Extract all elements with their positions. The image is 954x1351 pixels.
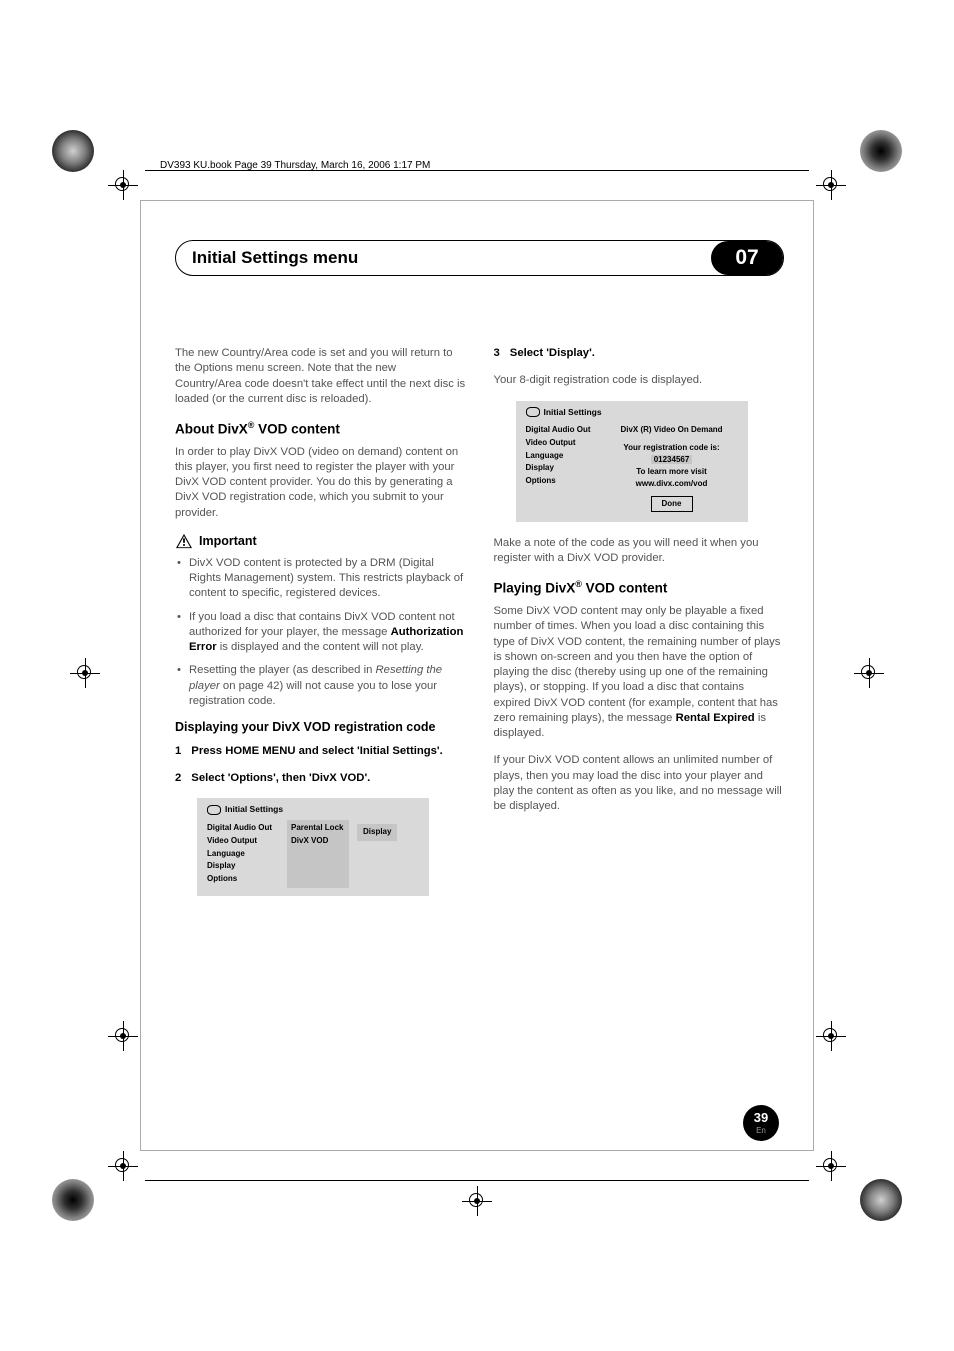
subsection-heading: Displaying your DivX VOD registration co… <box>175 719 466 736</box>
intro-paragraph: The new Country/Area code is set and you… <box>175 346 466 407</box>
screenshot-title: Initial Settings <box>225 804 283 815</box>
print-reg-cross <box>108 1021 138 1051</box>
running-header: DV393 KU.book Page 39 Thursday, March 16… <box>160 160 430 171</box>
menu-item: Display <box>207 860 279 873</box>
registration-code: 01234567 <box>651 455 693 464</box>
list-item: DivX VOD content is protected by a DRM (… <box>175 556 466 602</box>
cloud-icon <box>207 805 221 815</box>
chapter-title: Initial Settings menu <box>176 248 711 268</box>
step-2: 2Select 'Options', then 'DivX VOD'. <box>175 771 466 786</box>
print-reg-cross <box>854 658 884 688</box>
list-item: Resetting the player (as described in Re… <box>175 663 466 709</box>
print-reg-cross <box>462 1186 492 1216</box>
submenu-item: Parental Lock <box>291 822 345 835</box>
done-button: Done <box>651 496 693 512</box>
section-heading-playing-divx: Playing DivX® VOD content <box>494 578 785 598</box>
menu-item: Digital Audio Out <box>207 822 279 835</box>
body-paragraph: If your DivX VOD content allows an unlim… <box>494 753 785 814</box>
chapter-bar: Initial Settings menu 07 <box>175 240 784 276</box>
menu-item: Digital Audio Out <box>526 424 598 437</box>
print-reg-corner <box>860 130 902 172</box>
warning-icon <box>175 533 193 549</box>
ui-screenshot-regcode: Initial Settings Digital Audio Out Video… <box>516 401 748 522</box>
screenshot-line: Your registration code is: 01234567 <box>606 442 738 466</box>
print-footer-rule <box>145 1180 809 1181</box>
menu-item: Video Output <box>526 437 598 450</box>
submenu-item: DivX VOD <box>291 835 345 848</box>
screenshot-line: DivX (R) Video On Demand <box>606 424 738 436</box>
page-language: En <box>756 1126 766 1135</box>
screenshot-line: To learn more visit www.divx.com/vod <box>606 466 738 490</box>
important-label: Important <box>199 533 257 550</box>
important-callout: Important <box>175 533 466 550</box>
print-reg-cross <box>70 658 100 688</box>
print-reg-cross <box>816 170 846 200</box>
chapter-number: 07 <box>711 241 783 275</box>
section-heading-about-divx: About DivX® VOD content <box>175 419 466 439</box>
list-item: If you load a disc that contains DivX VO… <box>175 610 466 656</box>
print-reg-cross <box>816 1151 846 1181</box>
print-reg-cross <box>108 1151 138 1181</box>
step-3: 3Select 'Display'. <box>494 346 785 361</box>
body-paragraph: Make a note of the code as you will need… <box>494 536 785 567</box>
print-reg-cross <box>816 1021 846 1051</box>
body-paragraph: In order to play DivX VOD (video on dema… <box>175 445 466 521</box>
step-1: 1Press HOME MENU and select 'Initial Set… <box>175 744 466 759</box>
print-reg-corner <box>860 1179 902 1221</box>
cloud-icon <box>526 407 540 417</box>
page-number-badge: 39 En <box>743 1105 779 1141</box>
left-column: The new Country/Area code is set and you… <box>175 346 466 910</box>
submenu-value: Display <box>357 824 397 841</box>
print-reg-cross <box>108 170 138 200</box>
menu-item: Language <box>207 848 279 861</box>
bullet-list: DivX VOD content is protected by a DRM (… <box>175 556 466 709</box>
page-number: 39 <box>754 1111 768 1124</box>
body-paragraph: Some DivX VOD content may only be playab… <box>494 604 785 741</box>
right-column: 3Select 'Display'. Your 8-digit registra… <box>494 346 785 910</box>
menu-item: Video Output <box>207 835 279 848</box>
print-reg-corner <box>52 1179 94 1221</box>
screenshot-title: Initial Settings <box>544 407 602 418</box>
print-reg-corner <box>52 130 94 172</box>
body-paragraph: Your 8-digit registration code is displa… <box>494 373 785 388</box>
menu-item: Language <box>526 450 598 463</box>
menu-item: Display <box>526 462 598 475</box>
menu-item: Options <box>207 873 279 886</box>
ui-screenshot-options: Initial Settings Digital Audio Out Video… <box>197 798 429 895</box>
page-content: Initial Settings menu 07 The new Country… <box>175 240 784 910</box>
menu-item: Options <box>526 475 598 488</box>
